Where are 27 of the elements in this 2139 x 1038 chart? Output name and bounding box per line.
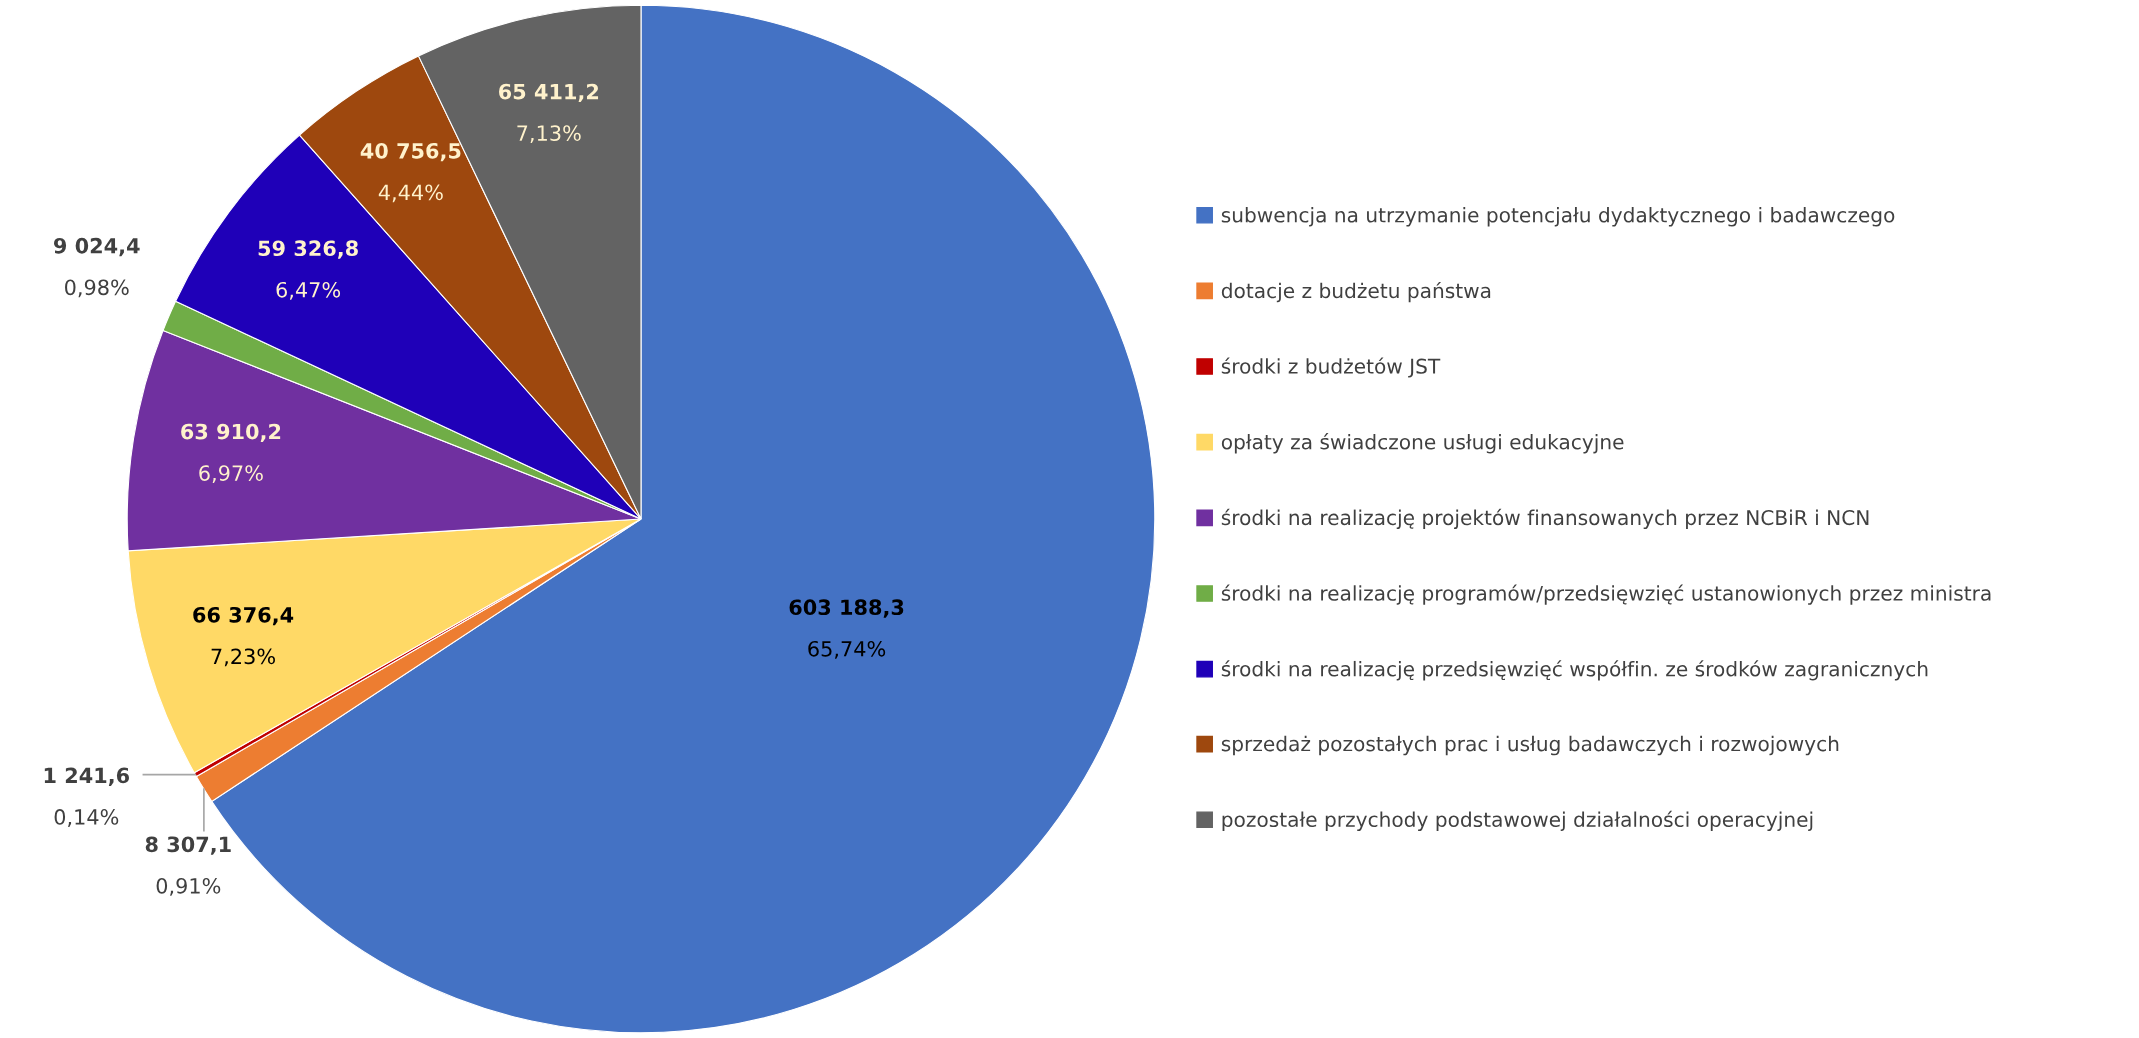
legend-label: pozostałe przychody podstawowej działalności operacyjnej [1222,810,1813,831]
data-label: 40 756,5 [360,142,461,162]
data-label: 603 188,3 [789,599,904,618]
text: 7,13% [517,125,581,144]
data-label: 63 910,2 [181,423,281,443]
data-label: 66 376,4 [193,606,294,626]
data-label: 9 024,4 [53,237,140,257]
legend-label: sprzedaż pozostałych prac i usług badawczych i rozwojowych [1221,735,1839,756]
text: 0,91% [156,877,221,896]
legend-label: subwencja na utrzymanie potencjału dydaktycznego i badawczego [1221,207,1895,227]
legend-label: środki na realizację projektów finansowanych przez NCBiR i NCN [1221,508,1869,530]
legend-label: opłaty za świadczone usługi edukacyjne [1221,433,1624,454]
legend-label: środki na realizację programów/przedsięwzięć ustanowionych przez ministra [1221,584,1991,605]
data-label: 8 307,1 [145,836,231,855]
legend-label: dotacje z budżetu państwa [1221,281,1491,303]
legend-label: środki na realizację przedsięwzięć współfin. ze środków zagranicznych [1221,660,1928,681]
data-label: 1 241,6 [44,767,129,786]
text: 4,44% [378,184,443,203]
data-label: 59 326,8 [258,240,358,259]
text: 6,97% [199,465,263,484]
text: 65,74% [808,640,886,659]
text: 7,23% [211,648,275,667]
text: 0,98% [65,279,129,298]
legend-label: środki z budżetów JST [1221,357,1441,378]
text: 0,14% [54,809,119,827]
data-label: 65 411,2 [499,83,599,103]
text: 6,47% [276,281,341,300]
